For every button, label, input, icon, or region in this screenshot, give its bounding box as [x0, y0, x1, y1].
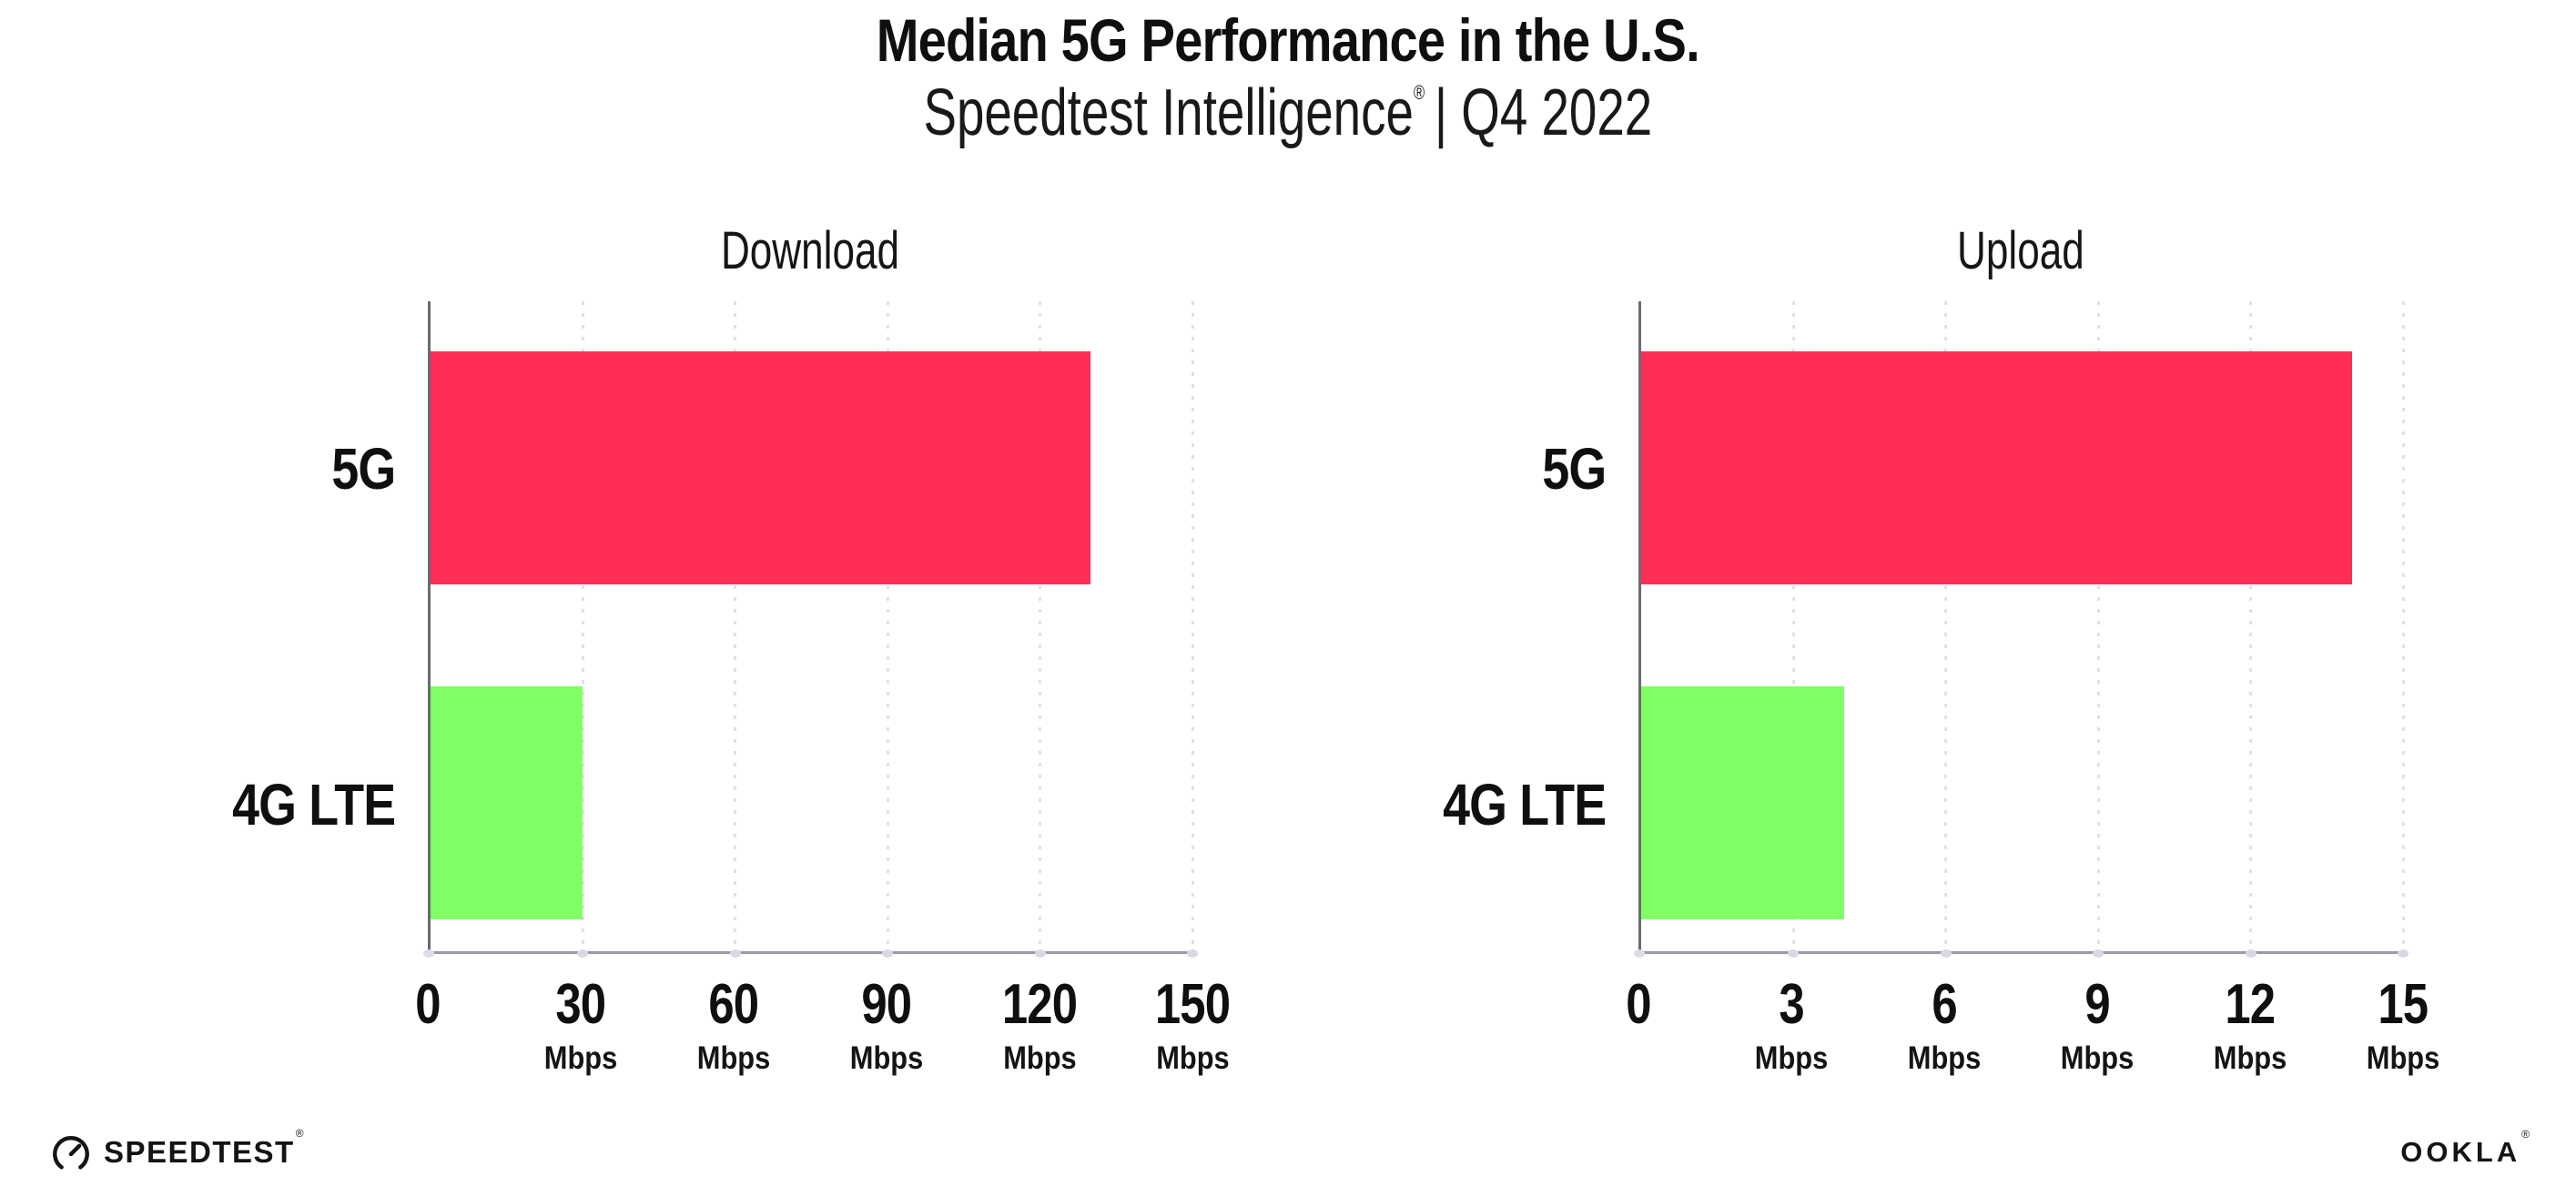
- x-tick: 90 Mbps: [845, 954, 928, 1077]
- bar-5g-upload: [1641, 351, 2353, 584]
- report-header: Median 5G Performance in the U.S. Speedt…: [0, 0, 2576, 150]
- x-tick-number: 120: [1001, 972, 1078, 1036]
- x-tick: 9 Mbps: [2055, 954, 2138, 1077]
- download-plot-area: [423, 300, 1198, 958]
- x-tick-number: 15: [2378, 972, 2429, 1036]
- gridline: [2245, 300, 2257, 958]
- x-tick-number: 0: [415, 972, 441, 1036]
- x-tick-unit: Mbps: [1754, 1040, 1829, 1076]
- speedtest-gauge-icon: [50, 1131, 92, 1173]
- x-tick-unit: Mbps: [1155, 1040, 1230, 1076]
- gridline: [1940, 300, 1952, 958]
- x-tick-number: 12: [2225, 972, 2277, 1036]
- page-subtitle: Speedtest Intelligence® | Q4 2022: [0, 76, 2576, 150]
- gridline: [882, 300, 894, 958]
- x-tick-number: 3: [1779, 972, 1804, 1036]
- registered-trademark: ®: [1414, 80, 1425, 104]
- x-tick-number: 0: [1626, 972, 1651, 1036]
- x-tick-unit: Mbps: [2213, 1040, 2287, 1076]
- x-tick-unit: Mbps: [849, 1040, 924, 1076]
- upload-category-labels: 5G 4G LTE: [1384, 301, 1638, 954]
- x-tick: 60 Mbps: [692, 954, 775, 1077]
- x-tick-unit: Mbps: [696, 1040, 771, 1076]
- x-tick-number: 9: [2084, 972, 2110, 1036]
- bar-4g-lte-upload: [1641, 685, 1845, 919]
- registered-mark: ®: [295, 1127, 306, 1140]
- x-tick: 0: [412, 954, 442, 1077]
- x-tick-unit: Mbps: [1907, 1040, 1982, 1076]
- gridline: [1788, 300, 1800, 958]
- gridline: [2398, 300, 2409, 958]
- registered-mark: ®: [2521, 1128, 2533, 1141]
- x-tick: 3 Mbps: [1749, 954, 1832, 1077]
- page-title: Median 5G Performance in the U.S.: [876, 6, 1700, 74]
- category-label-4g-lte: 4G LTE: [1442, 772, 1607, 838]
- category-label-5g: 5G: [330, 435, 396, 502]
- x-tick: 15 Mbps: [2361, 954, 2444, 1077]
- x-tick: 150 Mbps: [1147, 954, 1238, 1077]
- category-label-4g-lte: 4G LTE: [231, 772, 396, 838]
- x-tick: 30 Mbps: [539, 954, 622, 1077]
- x-tick-number: 30: [555, 972, 607, 1036]
- upload-x-axis: 0 3 Mbps 6 Mbps 9 Mbps 12 Mbps 15 Mbps: [1626, 954, 2439, 1100]
- x-tick-unit: Mbps: [2060, 1040, 2135, 1076]
- x-tick-number: 60: [708, 972, 760, 1036]
- charts-row: Download 5G 4G LTE 0 30 Mbps 60 Mbps 90 Mbp…: [0, 192, 2576, 1100]
- gridline: [577, 300, 589, 958]
- speedtest-logo: SPEEDTEST®: [50, 1127, 306, 1173]
- x-tick-number: 6: [1932, 972, 1957, 1036]
- upload-chart-title: Upload: [1957, 220, 2084, 280]
- x-tick: 12 Mbps: [2208, 954, 2291, 1077]
- gridline: [729, 300, 741, 958]
- x-tick-unit: Mbps: [1002, 1040, 1077, 1076]
- x-tick-number: 150: [1154, 972, 1231, 1036]
- x-tick: 6 Mbps: [1902, 954, 1985, 1077]
- download-chart-title: Download: [720, 220, 900, 280]
- subtitle-period: | Q4 2022: [1435, 76, 1653, 149]
- upload-plot-area: [1634, 300, 2409, 958]
- bar-4g-lte-download: [431, 685, 583, 919]
- chart-upload: Upload 5G 4G LTE 0 3 Mbps 6 Mbps 9 Mbps 12 M…: [1384, 192, 2439, 1100]
- gridline: [1187, 300, 1198, 958]
- x-tick: 0: [1623, 954, 1653, 1077]
- ookla-logo: OOKLA®: [2400, 1128, 2532, 1169]
- speedtest-wordmark: SPEEDTEST®: [104, 1127, 306, 1169]
- subtitle-brand: Speedtest Intelligence: [923, 76, 1415, 149]
- chart-download: Download 5G 4G LTE 0 30 Mbps 60 Mbps 90 Mbp…: [173, 192, 1231, 1100]
- report-footer: SPEEDTEST® OOKLA®: [50, 1127, 2532, 1173]
- x-tick-unit: Mbps: [2366, 1040, 2440, 1076]
- download-category-labels: 5G 4G LTE: [173, 301, 428, 954]
- x-tick: 120 Mbps: [994, 954, 1085, 1077]
- gridline: [2093, 300, 2104, 958]
- gridline: [1034, 300, 1046, 958]
- x-tick-unit: Mbps: [543, 1040, 618, 1076]
- ookla-wordmark: OOKLA: [2400, 1136, 2521, 1168]
- download-x-axis: 0 30 Mbps 60 Mbps 90 Mbps 120 Mbps 150 Mbps: [415, 954, 1231, 1100]
- x-tick-number: 90: [861, 972, 913, 1036]
- category-label-5g: 5G: [1541, 435, 1607, 502]
- bar-5g-download: [431, 351, 1091, 584]
